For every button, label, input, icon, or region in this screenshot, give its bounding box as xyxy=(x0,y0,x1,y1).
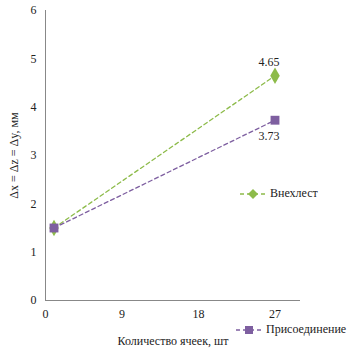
svg-text:Количество ячеек, шт: Количество ячеек, шт xyxy=(118,334,230,348)
svg-text:2: 2 xyxy=(31,197,37,211)
html-text:Внехлест: Внехлест xyxy=(270,186,318,200)
svg-text:27: 27 xyxy=(269,307,281,321)
html-text:Присоединение: Присоединение xyxy=(266,322,347,336)
svg-text:3: 3 xyxy=(31,148,37,162)
svg-text:6: 6 xyxy=(31,3,37,17)
svg-text:0: 0 xyxy=(43,307,49,321)
svg-text:3.73: 3.73 xyxy=(259,129,280,143)
svg-text:Δx = Δz = Δy, мм: Δx = Δz = Δy, мм xyxy=(7,112,21,199)
svg-text:5: 5 xyxy=(31,52,37,66)
svg-text:4: 4 xyxy=(31,100,37,114)
svg-text:9: 9 xyxy=(119,307,125,321)
svg-text:0: 0 xyxy=(31,293,37,307)
svg-text:4.65: 4.65 xyxy=(259,55,280,69)
svg-text:18: 18 xyxy=(193,307,205,321)
svg-text:1: 1 xyxy=(31,245,37,259)
